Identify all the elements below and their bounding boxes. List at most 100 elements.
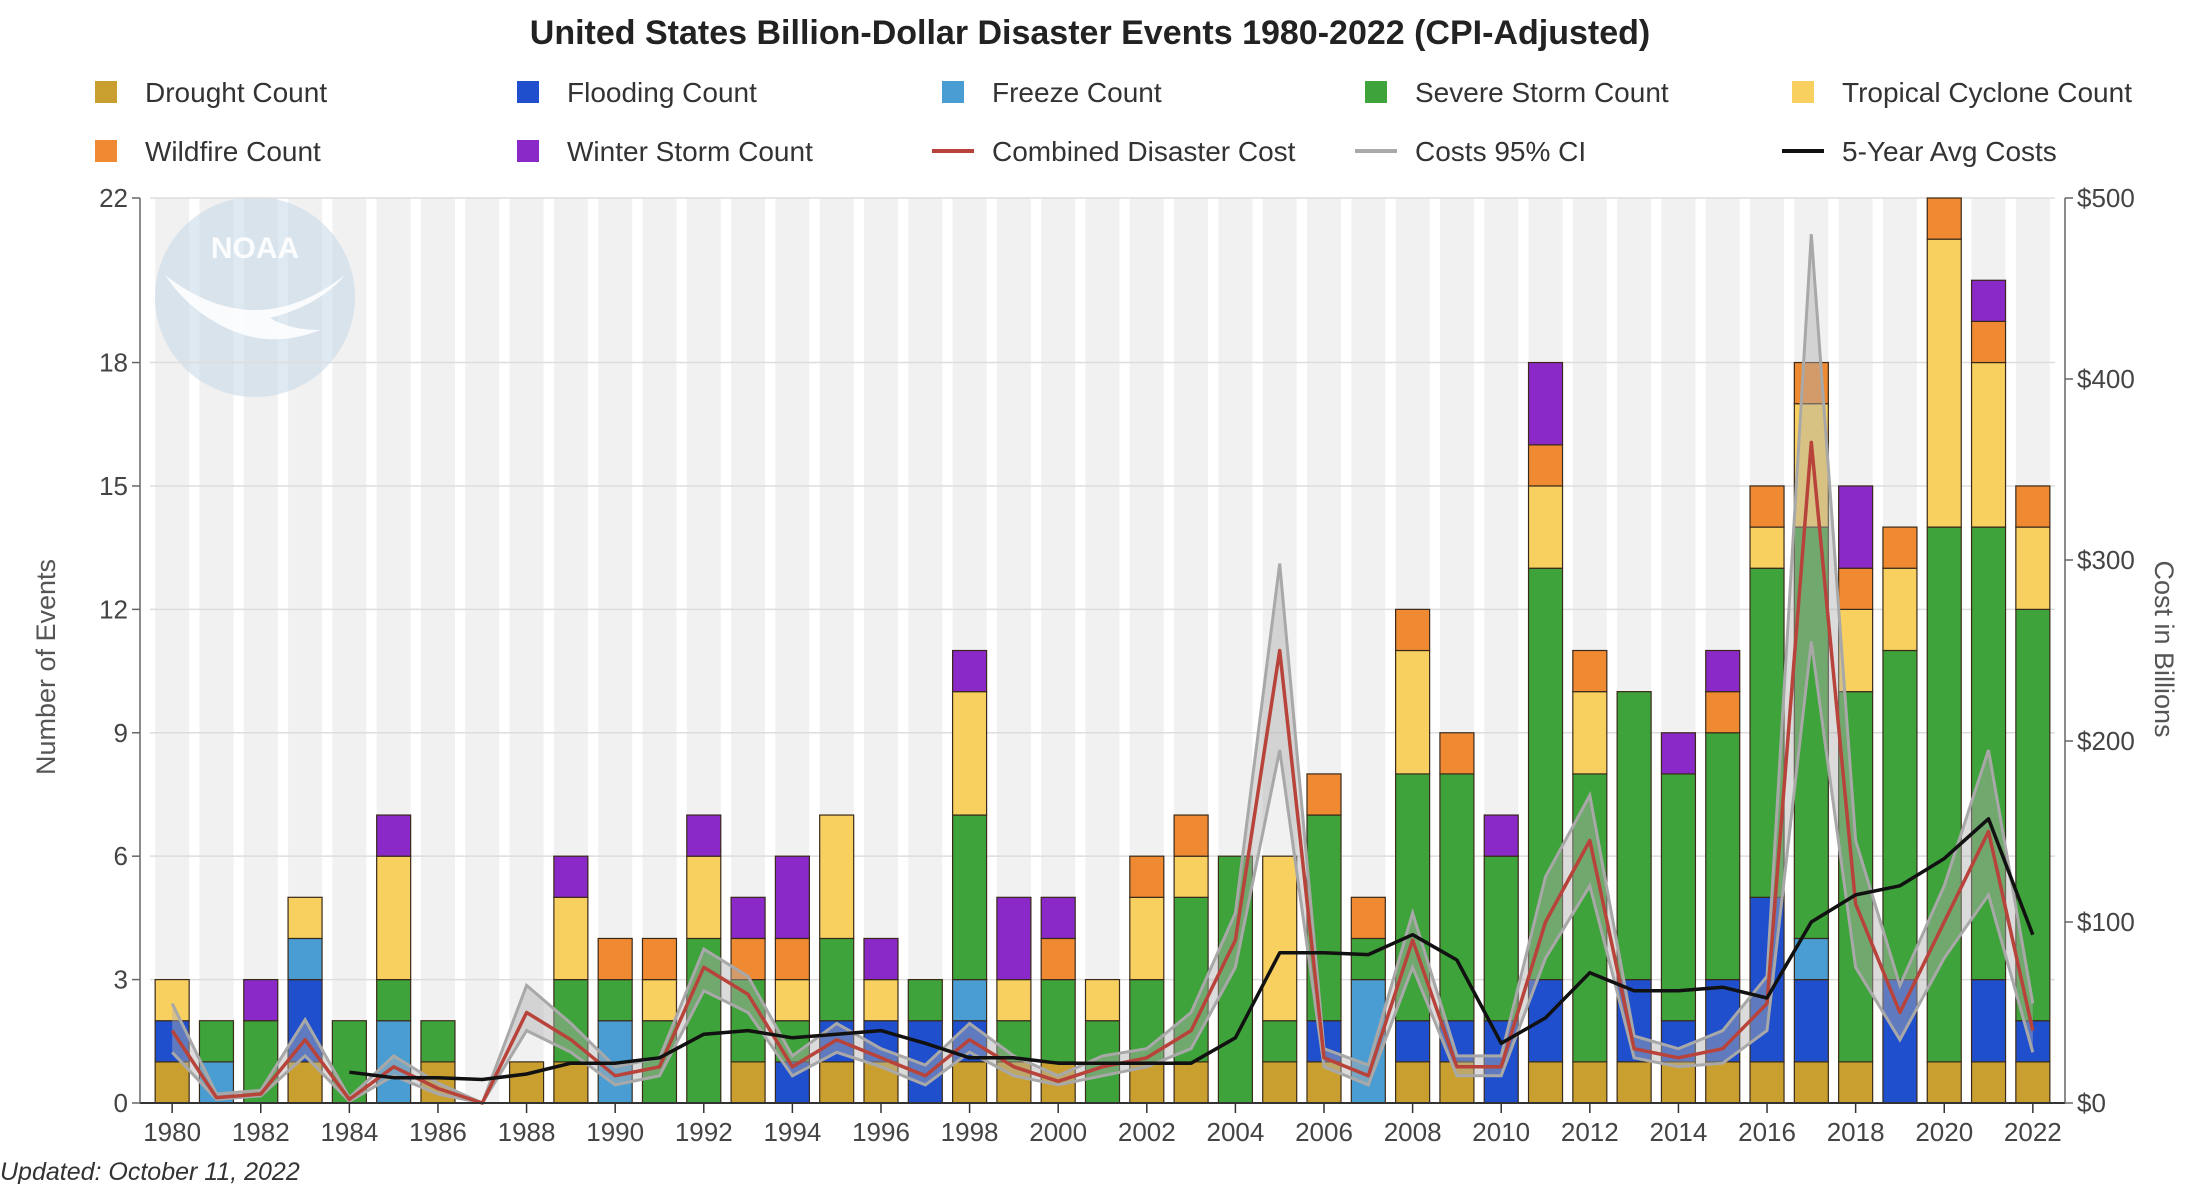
bar-segment-tropical-cyclone-count[interactable] — [774, 978, 810, 1022]
bar-segment-severe-storm-count[interactable] — [1926, 526, 1962, 1063]
bar-segment-wildfire-count[interactable] — [774, 937, 810, 981]
bar-segment-flooding-count[interactable] — [1970, 978, 2007, 1063]
bar-segment-severe-storm-count[interactable] — [1527, 567, 1564, 981]
bar-segment-winter-storm-count[interactable] — [951, 649, 988, 693]
bar-segment-tropical-cyclone-count[interactable] — [1084, 978, 1121, 1022]
bar-segment-drought-count[interactable] — [1173, 1061, 1209, 1104]
bar-segment-drought-count[interactable] — [1527, 1061, 1564, 1104]
series-line-5-year-avg-costs[interactable] — [349, 817, 2035, 1082]
bar-segment-drought-count[interactable] — [553, 1061, 589, 1104]
bar-segment-wildfire-count[interactable] — [597, 937, 633, 981]
bar-segment-winter-storm-count[interactable] — [1660, 732, 1697, 775]
bar-segment-wildfire-count[interactable] — [1926, 197, 1962, 240]
legend-item-wildfire-count[interactable]: Wildfire Count — [95, 136, 321, 167]
bar-segment-wildfire-count[interactable] — [2015, 485, 2051, 528]
bar-segment-drought-count[interactable] — [863, 1061, 899, 1104]
bar-segment-freeze-count[interactable] — [951, 978, 988, 1022]
bar-segment-drought-count[interactable] — [508, 1061, 545, 1104]
bar-segment-severe-storm-count[interactable] — [1040, 978, 1076, 1063]
bar-segment-severe-storm-count[interactable] — [1572, 773, 1608, 1063]
bar-segment-tropical-cyclone-count[interactable] — [641, 978, 678, 1022]
bar-segment-tropical-cyclone-count[interactable] — [553, 896, 589, 981]
bar-segment-drought-count[interactable] — [1572, 1061, 1608, 1104]
bar-segment-flooding-count[interactable] — [1395, 1020, 1431, 1063]
bar-segment-tropical-cyclone-count[interactable] — [1926, 238, 1962, 528]
bar-segment-drought-count[interactable] — [730, 1061, 766, 1104]
bar-segment-wildfire-count[interactable] — [1838, 567, 1874, 610]
bar-segment-severe-storm-count[interactable] — [420, 1020, 456, 1063]
bar-segment-tropical-cyclone-count[interactable] — [686, 855, 722, 940]
bar-segment-wildfire-count[interactable] — [1306, 773, 1342, 816]
bar-segment-severe-storm-count[interactable] — [1616, 691, 1652, 981]
bar-segment-drought-count[interactable] — [819, 1061, 855, 1104]
bar-segment-wildfire-count[interactable] — [1040, 937, 1076, 981]
bar-segment-severe-storm-count[interactable] — [376, 978, 412, 1022]
bar-segment-winter-storm-count[interactable] — [730, 896, 766, 940]
bar-segment-winter-storm-count[interactable] — [1483, 814, 1519, 857]
bar-segment-freeze-count[interactable] — [287, 937, 323, 981]
bar-segment-drought-count[interactable] — [2015, 1061, 2051, 1104]
bar-segment-drought-count[interactable] — [1439, 1061, 1475, 1104]
bar-segment-tropical-cyclone-count[interactable] — [863, 978, 899, 1022]
legend-item-tropical-cyclone-count[interactable]: Tropical Cyclone Count — [1792, 77, 2132, 108]
bar-segment-severe-storm-count[interactable] — [907, 978, 943, 1022]
bar-segment-winter-storm-count[interactable] — [1705, 649, 1741, 693]
legend-item-combined-disaster-cost[interactable]: Combined Disaster Cost — [932, 136, 1296, 167]
legend-item-freeze-count[interactable]: Freeze Count — [942, 77, 1162, 108]
bar-segment-winter-storm-count[interactable] — [1527, 361, 1564, 446]
bar-segment-winter-storm-count[interactable] — [1040, 896, 1076, 940]
bar-segment-winter-storm-count[interactable] — [686, 814, 722, 857]
bar-segment-winter-storm-count[interactable] — [774, 855, 810, 940]
bar-segment-wildfire-count[interactable] — [1173, 814, 1209, 857]
bar-segment-severe-storm-count[interactable] — [1217, 855, 1254, 1104]
bar-segment-tropical-cyclone-count[interactable] — [1572, 691, 1608, 775]
bar-segment-drought-count[interactable] — [1793, 1061, 1829, 1104]
bar-segment-tropical-cyclone-count[interactable] — [376, 855, 412, 981]
bar-segment-drought-count[interactable] — [1838, 1061, 1874, 1104]
bar-segment-severe-storm-count[interactable] — [1705, 732, 1741, 981]
legend-item-flooding-count[interactable]: Flooding Count — [517, 77, 757, 108]
bar-segment-winter-storm-count[interactable] — [863, 937, 899, 981]
bar-segment-winter-storm-count[interactable] — [376, 814, 412, 857]
bar-segment-severe-storm-count[interactable] — [1483, 855, 1519, 1022]
bar-segment-severe-storm-count[interactable] — [1660, 773, 1697, 1022]
bar-segment-severe-storm-count[interactable] — [951, 814, 988, 981]
bar-segment-wildfire-count[interactable] — [1705, 691, 1741, 734]
bar-segment-drought-count[interactable] — [1616, 1061, 1652, 1104]
bar-segment-tropical-cyclone-count[interactable] — [1395, 649, 1431, 775]
bar-segment-tropical-cyclone-count[interactable] — [819, 814, 855, 940]
bar-segment-wildfire-count[interactable] — [1439, 732, 1475, 775]
bar-segment-drought-count[interactable] — [1705, 1061, 1741, 1104]
bar-segment-drought-count[interactable] — [1395, 1061, 1431, 1104]
bar-segment-severe-storm-count[interactable] — [1262, 1020, 1298, 1063]
legend-item-5-year-avg-costs[interactable]: 5-Year Avg Costs — [1782, 136, 2057, 167]
bar-segment-drought-count[interactable] — [1749, 1061, 1785, 1104]
bar-segment-tropical-cyclone-count[interactable] — [2015, 526, 2051, 610]
bar-segment-winter-storm-count[interactable] — [1970, 279, 2007, 323]
bar-segment-severe-storm-count[interactable] — [819, 937, 855, 1022]
bar-segment-severe-storm-count[interactable] — [1173, 896, 1209, 1063]
bar-segment-flooding-count[interactable] — [1527, 978, 1564, 1063]
bar-segment-severe-storm-count[interactable] — [1882, 649, 1918, 981]
bar-segment-wildfire-count[interactable] — [1970, 320, 2007, 364]
bar-segment-severe-storm-count[interactable] — [198, 1020, 235, 1063]
bar-segment-tropical-cyclone-count[interactable] — [1129, 896, 1165, 981]
bar-segment-severe-storm-count[interactable] — [597, 978, 633, 1022]
bar-segment-tropical-cyclone-count[interactable] — [287, 896, 323, 940]
bar-segment-severe-storm-count[interactable] — [2015, 608, 2051, 1022]
bar-segment-flooding-count[interactable] — [1793, 978, 1829, 1063]
bar-segment-tropical-cyclone-count[interactable] — [154, 978, 190, 1022]
bar-segment-tropical-cyclone-count[interactable] — [996, 978, 1032, 1022]
bar-segment-drought-count[interactable] — [1926, 1061, 1962, 1104]
bar-segment-wildfire-count[interactable] — [1749, 485, 1785, 528]
bar-segment-tropical-cyclone-count[interactable] — [1749, 526, 1785, 569]
legend-item-costs-95-ci[interactable]: Costs 95% CI — [1355, 136, 1586, 167]
legend-item-winter-storm-count[interactable]: Winter Storm Count — [517, 136, 813, 167]
bar-segment-wildfire-count[interactable] — [730, 937, 766, 981]
bar-segment-winter-storm-count[interactable] — [996, 896, 1032, 981]
legend-item-severe-storm-count[interactable]: Severe Storm Count — [1365, 77, 1669, 108]
bar-segment-wildfire-count[interactable] — [1527, 444, 1564, 487]
bar-segment-winter-storm-count[interactable] — [553, 855, 589, 898]
bar-segment-drought-count[interactable] — [1660, 1061, 1697, 1104]
bar-segment-severe-storm-count[interactable] — [1350, 937, 1386, 981]
